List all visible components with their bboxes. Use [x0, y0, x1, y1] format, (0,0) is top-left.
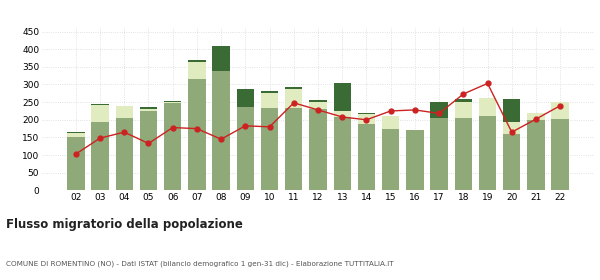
Bar: [309, 102, 327, 109]
Bar: [140, 108, 157, 109]
Bar: [334, 117, 351, 190]
Bar: [479, 116, 496, 190]
Bar: [551, 119, 569, 190]
Text: Flusso migratorio della popolazione: Flusso migratorio della popolazione: [6, 218, 243, 231]
Bar: [382, 129, 400, 190]
Bar: [551, 102, 569, 119]
Bar: [140, 109, 157, 111]
Bar: [212, 71, 230, 190]
Bar: [527, 120, 545, 190]
Text: COMUNE DI ROMENTINO (NO) - Dati ISTAT (bilancio demografico 1 gen-31 dic) - Elab: COMUNE DI ROMENTINO (NO) - Dati ISTAT (b…: [6, 260, 394, 267]
Bar: [236, 108, 254, 190]
Bar: [503, 99, 520, 122]
Bar: [188, 79, 206, 190]
Bar: [309, 100, 327, 102]
Bar: [358, 114, 375, 124]
Bar: [116, 106, 133, 118]
Bar: [212, 46, 230, 71]
Bar: [261, 91, 278, 93]
Bar: [261, 93, 278, 108]
Bar: [164, 103, 181, 190]
Bar: [334, 83, 351, 111]
Bar: [164, 102, 181, 103]
Bar: [309, 109, 327, 190]
Bar: [236, 89, 254, 108]
Bar: [261, 108, 278, 190]
Bar: [188, 60, 206, 62]
Bar: [503, 134, 520, 190]
Bar: [140, 111, 157, 190]
Bar: [285, 108, 302, 190]
Bar: [285, 89, 302, 108]
Bar: [188, 62, 206, 79]
Bar: [479, 98, 496, 116]
Bar: [503, 122, 520, 134]
Bar: [430, 118, 448, 190]
Bar: [527, 113, 545, 120]
Bar: [430, 102, 448, 118]
Bar: [406, 130, 424, 190]
Bar: [67, 137, 85, 190]
Bar: [285, 87, 302, 89]
Bar: [455, 118, 472, 190]
Bar: [116, 118, 133, 190]
Bar: [455, 102, 472, 118]
Bar: [334, 111, 351, 117]
Bar: [91, 105, 109, 122]
Bar: [67, 132, 85, 133]
Bar: [91, 104, 109, 105]
Bar: [358, 124, 375, 190]
Bar: [382, 116, 400, 129]
Bar: [455, 99, 472, 102]
Bar: [164, 101, 181, 102]
Bar: [358, 113, 375, 114]
Bar: [91, 122, 109, 190]
Bar: [67, 133, 85, 137]
